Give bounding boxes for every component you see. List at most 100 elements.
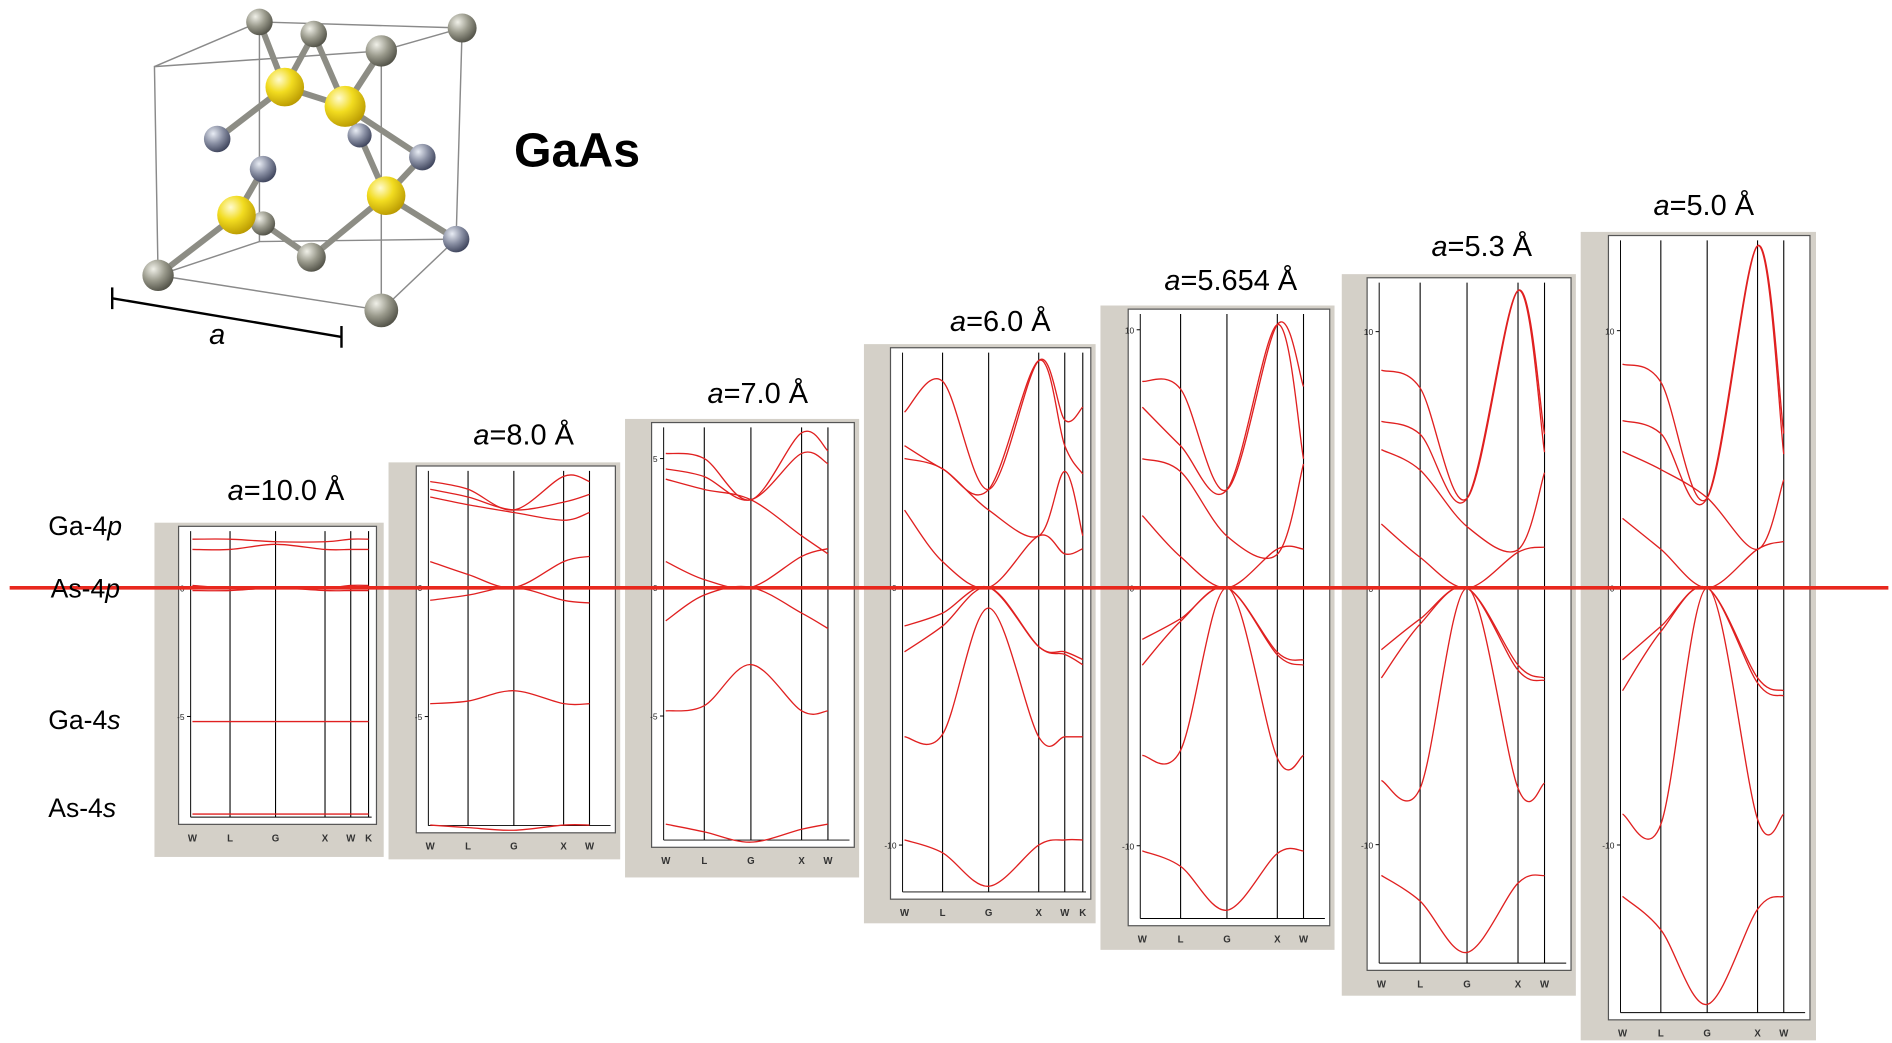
panel-title-value: =5.3 Å	[1448, 230, 1533, 263]
panel-title: a=5.654 Å	[1164, 264, 1297, 297]
plot-area	[1128, 309, 1330, 926]
x-tick-label: W	[661, 856, 671, 867]
y-tick-label: -5	[650, 712, 658, 722]
band-panel: 0-5WLGXWKa=10.0 Å	[154, 474, 383, 857]
orbital-label: Ga-4s	[48, 705, 120, 735]
x-tick-label: G	[747, 856, 755, 867]
panel-title-variable: a	[228, 475, 244, 507]
band-panel: 100-10WLGXWa=5.3 Å	[1342, 230, 1576, 996]
x-tick-label: L	[940, 908, 946, 919]
x-tick-label: L	[1178, 935, 1184, 946]
plot-area	[1367, 278, 1571, 971]
panel-title-variable: a	[950, 306, 966, 338]
plot-area	[416, 466, 615, 833]
panel-title: a=10.0 Å	[228, 474, 345, 507]
panel-title-variable: a	[707, 378, 723, 410]
x-tick-label: W	[1540, 979, 1550, 990]
page: a GaAs 0-5WLGXWKa=10.0 Å0-5WLGXWa=8.0 Å5…	[0, 0, 1892, 1043]
x-tick-label: G	[1223, 935, 1231, 946]
y-tick-label: -10	[884, 841, 897, 851]
x-tick-label: W	[426, 842, 436, 853]
plot-area	[1608, 236, 1810, 1020]
y-tick-label: 10	[1364, 327, 1374, 337]
panel-title-value: =10.0 Å	[244, 474, 345, 507]
panel-title-value: =5.654 Å	[1180, 264, 1297, 297]
orbital-element: As-4	[48, 793, 103, 823]
orbital-type: p	[104, 574, 120, 604]
x-tick-label: L	[227, 833, 233, 844]
x-tick-label: W	[1299, 935, 1309, 946]
cube-edge	[158, 242, 259, 276]
x-tick-label: W	[1618, 1029, 1628, 1040]
panel-title-value: =7.0 Å	[724, 377, 809, 410]
band-panel: 0-10WLGXWKa=6.0 Å	[864, 305, 1096, 923]
x-tick-label: G	[1703, 1029, 1711, 1040]
panel-title-variable: a	[1431, 231, 1447, 263]
x-tick-label: X	[1274, 935, 1281, 946]
y-tick-label: 10	[1605, 326, 1615, 336]
bonds	[158, 22, 456, 275]
plot-area	[652, 423, 855, 848]
x-tick-label: X	[322, 833, 329, 844]
x-tick-label: W	[346, 833, 356, 844]
x-tick-label: W	[1377, 979, 1387, 990]
orbital-label: As-4p	[51, 574, 120, 604]
lattice-dimension	[112, 287, 341, 347]
y-tick-label: -5	[177, 712, 185, 722]
panel-title-variable: a	[1164, 265, 1180, 297]
orbital-type: s	[103, 793, 116, 823]
panel-title-variable: a	[1653, 190, 1669, 222]
orbital-label: As-4s	[48, 793, 116, 823]
y-tick-label: -10	[1122, 841, 1135, 851]
y-tick-label: -10	[1361, 840, 1374, 850]
x-tick-label: W	[1060, 908, 1070, 919]
panel-title: a=5.0 Å	[1653, 189, 1754, 222]
figure: a GaAs 0-5WLGXWKa=10.0 Å0-5WLGXWa=8.0 Å5…	[0, 0, 1892, 1043]
x-tick-label: L	[465, 842, 471, 853]
x-tick-label: W	[1138, 935, 1148, 946]
x-tick-label: W	[188, 833, 198, 844]
panel-title-value: =8.0 Å	[489, 418, 574, 451]
x-tick-label: G	[985, 908, 993, 919]
x-tick-label: G	[272, 833, 280, 844]
x-tick-label: W	[585, 842, 595, 853]
panel-title: a=5.3 Å	[1431, 230, 1532, 263]
x-tick-label: L	[701, 856, 707, 867]
crystal-structure: a	[112, 9, 476, 351]
x-tick-label: L	[1417, 979, 1423, 990]
x-tick-label: X	[798, 856, 805, 867]
orbital-element: Ga-4	[48, 511, 107, 541]
panel-title-value: =6.0 Å	[966, 305, 1051, 338]
x-tick-label: G	[1463, 979, 1471, 990]
panel-title: a=8.0 Å	[473, 418, 574, 451]
x-tick-label: W	[900, 908, 910, 919]
y-tick-label: 5	[653, 454, 658, 464]
orbital-label: Ga-4p	[48, 511, 122, 541]
x-tick-label: K	[1079, 908, 1086, 919]
x-tick-label: K	[365, 833, 372, 844]
panel-title: a=7.0 Å	[707, 377, 808, 410]
x-tick-label: L	[1658, 1029, 1664, 1040]
orbital-type: s	[107, 705, 120, 735]
x-tick-label: W	[1779, 1029, 1789, 1040]
x-tick-label: G	[510, 842, 518, 853]
x-tick-label: W	[823, 856, 833, 867]
orbital-element: Ga-4	[48, 705, 107, 735]
y-tick-label: -10	[1602, 841, 1615, 851]
y-tick-label: 10	[1125, 325, 1135, 335]
panel-title: a=6.0 Å	[950, 305, 1051, 338]
material-title: GaAs	[514, 124, 640, 178]
panel-title-value: =5.0 Å	[1670, 189, 1755, 222]
plot-area	[179, 526, 377, 824]
orbital-type: p	[106, 511, 122, 541]
x-tick-label: X	[1035, 908, 1042, 919]
panel-title-variable: a	[473, 419, 489, 451]
y-tick-label: -5	[415, 712, 423, 722]
x-tick-label: X	[560, 842, 567, 853]
